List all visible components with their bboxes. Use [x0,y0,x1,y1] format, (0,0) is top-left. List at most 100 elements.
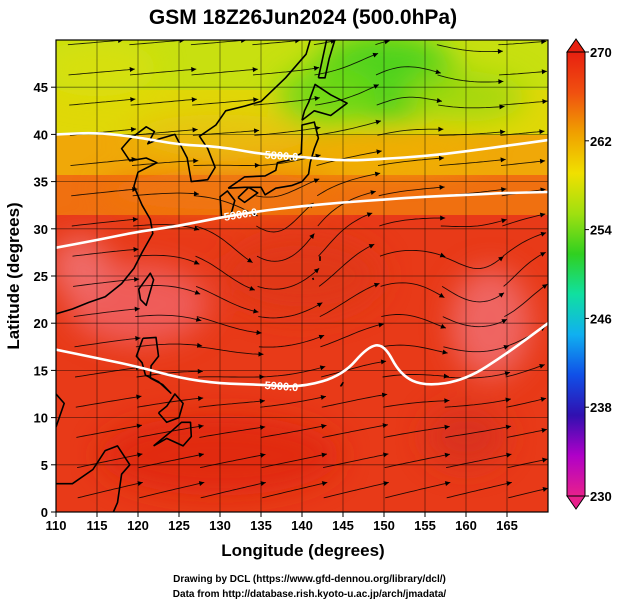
streamline-arrow [505,397,511,403]
field-blob [276,66,377,127]
colorbar-tick-label: 270 [590,45,612,60]
streamline [440,219,507,228]
credit-line-1: Drawing by DCL (https://www.gfd-dennou.o… [173,574,446,585]
streamline [134,285,201,295]
streamline-arrow [498,292,505,298]
coastlines [56,40,348,512]
streamline [262,481,328,499]
streamline-arrow [193,158,199,164]
streamline [72,248,139,257]
x-tick-label: 165 [496,518,518,533]
streamline-arrow [381,392,388,398]
streamline-arrow [198,481,205,486]
streamline-arrow [318,334,325,340]
colorbar-tick-label: 246 [590,311,612,326]
streamline [194,195,258,217]
field-blob [56,236,111,297]
colorbar: 270 262 254 246 238 230 [566,38,612,510]
coastline [157,393,184,424]
streamline [257,267,320,290]
streamline [318,212,373,257]
streamline [318,243,375,287]
streamline-arrow [136,394,142,400]
contour-line [56,131,548,162]
coastline [56,445,131,512]
streamline [200,482,266,499]
streamline-arrow [438,126,444,132]
streamline-arrow [374,171,381,177]
streamline-arrow [384,40,390,45]
streamline [258,302,323,319]
streamline-arrow [195,316,202,322]
streamline [319,282,380,318]
streamline-arrow [192,127,198,133]
y-axis: 0 5 10 15 20 25 30 35 40 45 [34,80,56,520]
streamline [505,364,545,378]
streamline [75,395,142,408]
streamline [320,360,387,378]
streamline-arrow [540,231,547,237]
streamline-arrow [444,424,450,430]
streamline [323,481,389,499]
streamline-arrow [191,67,197,73]
streamline [129,68,197,76]
streamline-arrow [258,351,264,357]
streamline-arrow [444,481,451,486]
streamline [69,98,136,106]
streamline [445,425,512,438]
colorbar-tick-label: 254 [590,223,612,238]
streamline-arrow [256,330,262,335]
streamline [439,158,506,167]
streamline [131,160,199,167]
streamline-arrow [197,395,204,401]
streamline [192,98,259,106]
streamline-arrow [134,306,140,312]
streamline [506,428,547,438]
coastline [317,40,336,79]
chart-title: GSM 18Z26Jun2024 (500.0hPa) [149,6,457,29]
streamline-arrow [542,99,548,105]
streamline-arrow [134,276,140,282]
streamline-arrow [294,40,301,44]
streamline [498,40,547,46]
y-tick-label: 45 [34,80,48,95]
streamline-arrow [249,285,255,291]
streamline-arrow [372,52,379,58]
streamline [139,481,205,499]
streamline [67,40,124,46]
x-tick-label: 110 [46,518,67,533]
streamline [73,278,140,287]
colorbar-tick-label: 262 [590,134,612,149]
streamline [383,426,450,438]
coastline [138,272,155,307]
streamline-arrow [131,156,137,162]
x-tick-label: 130 [209,518,231,533]
streamline [129,40,185,46]
streamline [502,232,547,257]
y-tick-label: 40 [34,127,48,142]
streamline [441,255,504,270]
streamline-arrow [366,212,373,218]
streamline-arrow [501,319,507,324]
plot-area: 5900.0 5900.0 5800.0 [56,40,548,512]
x-tick-label: 115 [87,518,108,533]
y-axis-label: Latitude (degrees) [4,202,23,349]
y-tick-label: 35 [34,175,48,190]
streamline-arrow [439,252,446,258]
streamline [256,233,315,262]
x-tick-label: 150 [373,518,395,533]
streamline [381,314,447,329]
streamline-arrow [370,190,376,196]
streamline [253,97,320,106]
colorbar-bottom-arrow [566,495,586,510]
streamline [499,100,548,106]
streamline [375,66,442,76]
streamline [133,224,200,231]
streamline-arrow [539,129,545,135]
streamline [500,130,545,136]
x-tick-label: 125 [168,518,190,533]
streamline [256,202,314,233]
contour-line [56,190,548,249]
streamline [197,346,264,355]
streamline-arrow [137,481,143,486]
